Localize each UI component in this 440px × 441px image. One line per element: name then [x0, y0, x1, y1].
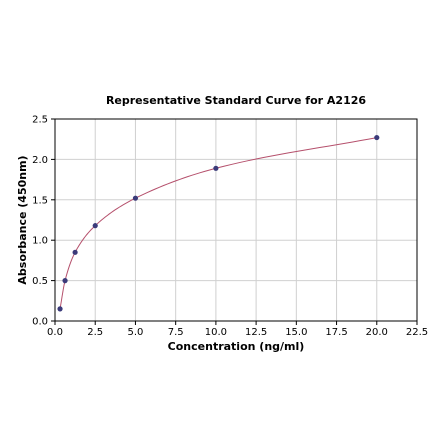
y-tick-label: 1.0 — [32, 236, 48, 247]
x-tick-label: 0.0 — [47, 327, 63, 338]
x-tick-label: 10.0 — [205, 327, 227, 338]
plot-frame — [54, 118, 418, 322]
y-axis-title: Absorbance (450nm) — [16, 155, 29, 284]
x-axis-ticks: 0.0 2.5 5.0 7.5 10.0 12.5 15.0 17.5 20.0 22.5 — [47, 321, 428, 338]
x-tick-label: 5.0 — [127, 327, 143, 338]
x-tick-label: 17.5 — [325, 327, 347, 338]
x-tick-label: 22.5 — [406, 327, 428, 338]
y-tick-label: 0.5 — [32, 276, 48, 287]
x-tick-label: 12.5 — [245, 327, 267, 338]
chart-title: Representative Standard Curve for A2126 — [106, 94, 366, 107]
x-axis-title: Concentration (ng/ml) — [168, 340, 305, 353]
y-tick-label: 1.5 — [32, 195, 48, 206]
data-point — [374, 134, 380, 141]
x-tick-label: 15.0 — [285, 327, 307, 338]
y-axis-ticks: 0.0 0.5 1.0 1.5 2.0 2.5 — [32, 115, 55, 328]
grid — [54, 118, 418, 322]
fit-curve — [59, 137, 377, 309]
y-tick-label: 2.0 — [32, 155, 48, 166]
data-point — [62, 278, 68, 284]
y-tick-label: 2.5 — [32, 115, 48, 126]
fit-curve-line — [59, 137, 377, 309]
x-tick-label: 20.0 — [366, 327, 388, 338]
x-tick-label: 7.5 — [168, 327, 184, 338]
data-point — [92, 223, 98, 229]
data-point — [57, 306, 63, 312]
data-point — [213, 165, 219, 171]
data-point — [132, 195, 139, 201]
y-tick-label: 0.0 — [32, 317, 48, 328]
data-points — [57, 134, 380, 312]
x-tick-label: 2.5 — [87, 327, 103, 338]
data-point — [72, 249, 78, 255]
